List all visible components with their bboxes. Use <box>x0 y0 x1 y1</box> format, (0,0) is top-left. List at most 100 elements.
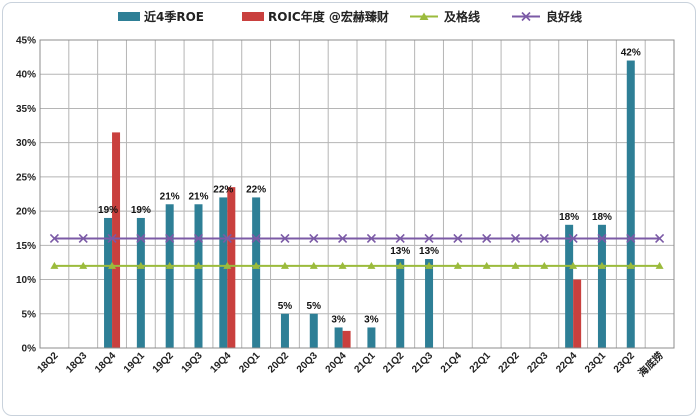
y-tick-label: 30% <box>16 138 36 149</box>
pass-marker <box>482 261 491 269</box>
y-tick-label: 35% <box>16 104 36 115</box>
roe-bar <box>396 259 405 348</box>
good-marker <box>366 233 376 244</box>
pass-marker <box>569 261 578 269</box>
data-labels: 19% 19% 21% 21% 22% 22% 5% 5% 3% 3% 13% 13% 18% 18% 42… <box>98 48 641 326</box>
pass-marker <box>626 261 635 269</box>
roe-bar <box>252 197 261 348</box>
x-tick-label: 22Q3 <box>525 350 550 375</box>
roic-bar <box>573 279 582 348</box>
x-tick-label: 海底捞 <box>635 349 665 379</box>
roe-bar <box>309 313 318 348</box>
pass-marker <box>511 261 520 269</box>
roe-data-label: 3% <box>364 314 379 325</box>
x-tick-label: 20Q2 <box>266 350 291 375</box>
x-tick-label: 18Q4 <box>93 350 118 375</box>
legend-label-roic: ROIC年度 @宏赫臻财 <box>268 9 389 24</box>
x-tick-label: 20Q4 <box>324 350 349 375</box>
roe-data-label: 18% <box>592 212 612 223</box>
pass-marker <box>50 261 59 269</box>
good-marker <box>193 233 204 244</box>
pass-marker <box>136 261 145 269</box>
roe-data-label: 18% <box>559 212 579 223</box>
roe-data-label: 5% <box>307 301 322 312</box>
good-marker <box>626 233 636 244</box>
legend-label-roe: 近4季ROE <box>144 9 204 24</box>
roe-data-label: 19% <box>131 205 151 216</box>
roe-data-label: 5% <box>278 301 293 312</box>
good-marker <box>539 233 549 244</box>
good-marker <box>251 233 261 244</box>
x-tick-label: 22Q4 <box>554 350 579 375</box>
good-marker <box>655 233 665 244</box>
roe-data-label: 22% <box>213 184 233 195</box>
pass-marker <box>367 261 376 269</box>
good-marker <box>568 233 578 244</box>
x-tick-label: 20Q3 <box>295 350 320 375</box>
y-tick-label: 45% <box>16 36 36 47</box>
pass-marker <box>280 261 289 269</box>
roe-data-label: 21% <box>160 191 180 202</box>
x-tick-label: 22Q1 <box>468 350 493 375</box>
x-tick-label: 21Q4 <box>439 350 464 375</box>
roe-bar <box>280 313 289 348</box>
roe-bar <box>165 204 174 348</box>
legend: 近4季ROE ROIC年度 @宏赫臻财 及格线 良好线 <box>118 9 582 24</box>
roe-bar <box>565 224 574 348</box>
roe-data-label: 22% <box>246 184 266 195</box>
legend-marker-pass <box>419 12 429 20</box>
good-marker <box>49 233 59 244</box>
pass-marker <box>165 261 174 269</box>
good-marker <box>597 233 607 244</box>
good-marker <box>280 233 290 244</box>
legend-label-good: 良好线 <box>546 9 582 24</box>
x-tick-label: 22Q2 <box>497 350 522 375</box>
roe-bar <box>626 60 635 349</box>
roe-bar <box>104 217 113 348</box>
legend-swatch-roic <box>242 12 264 21</box>
good-marker <box>510 233 521 244</box>
roe-bar <box>219 197 228 348</box>
roe-bar <box>425 259 434 348</box>
x-tick-label: 21Q1 <box>352 350 377 375</box>
pass-marker <box>338 261 347 269</box>
y-tick-label: 10% <box>16 275 36 286</box>
pass-marker <box>425 261 434 269</box>
pass-marker <box>252 261 261 269</box>
y-tick-label: 25% <box>16 172 36 183</box>
pass-marker <box>540 261 549 269</box>
roe-bar <box>194 204 203 348</box>
y-tick-label: 5% <box>22 309 37 320</box>
good-marker <box>338 233 348 244</box>
pass-marker <box>655 261 664 269</box>
x-tick-label: 23Q2 <box>612 350 637 375</box>
roe-data-label: 19% <box>98 205 118 216</box>
y-tick-label: 0% <box>22 344 37 355</box>
bars <box>104 60 635 349</box>
x-tick-label: 19Q4 <box>208 350 233 375</box>
roic-bar <box>227 187 236 348</box>
y-tick-label: 40% <box>16 70 36 81</box>
good-marker <box>107 233 117 244</box>
y-tick-label: 20% <box>16 207 36 218</box>
pass-marker <box>453 261 462 269</box>
roe-bar <box>136 217 145 348</box>
x-tick-label: 19Q3 <box>180 350 205 375</box>
good-marker <box>78 233 88 244</box>
x-tick-label: 20Q1 <box>237 350 262 375</box>
y-tick-label: 15% <box>16 241 36 252</box>
pass-marker <box>309 261 318 269</box>
good-marker <box>482 233 492 244</box>
roic-bar <box>112 132 121 348</box>
roe-bar <box>597 224 606 348</box>
pass-marker <box>194 261 203 269</box>
legend-marker-good <box>521 11 531 22</box>
x-tick-label: 18Q3 <box>64 350 89 375</box>
good-marker <box>222 233 232 244</box>
pass-marker <box>396 261 405 269</box>
pass-marker <box>79 261 88 269</box>
roic-bar <box>342 330 351 348</box>
good-marker <box>309 233 319 244</box>
roe-data-label: 13% <box>419 246 439 257</box>
